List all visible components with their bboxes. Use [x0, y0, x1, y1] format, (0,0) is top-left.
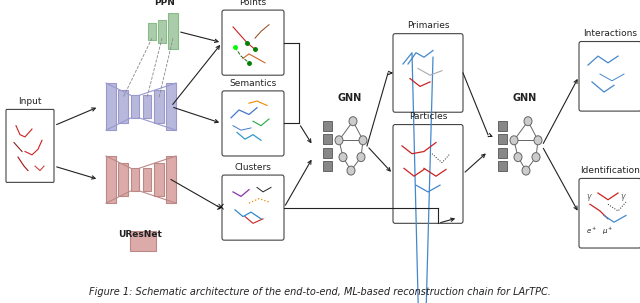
Bar — [323, 161, 332, 171]
FancyBboxPatch shape — [222, 175, 284, 240]
Bar — [143, 168, 151, 191]
Bar — [130, 231, 156, 251]
FancyBboxPatch shape — [579, 178, 640, 248]
Bar — [118, 90, 128, 123]
Text: $\times$: $\times$ — [216, 202, 225, 213]
Bar — [497, 161, 506, 171]
Bar — [323, 121, 332, 131]
Text: Interactions: Interactions — [583, 29, 637, 38]
Bar — [158, 20, 166, 43]
FancyBboxPatch shape — [579, 42, 640, 111]
Text: Semantics: Semantics — [229, 78, 276, 88]
Circle shape — [534, 136, 542, 145]
Text: Identification: Identification — [580, 166, 640, 175]
Bar — [131, 168, 139, 191]
Circle shape — [532, 153, 540, 161]
Circle shape — [510, 136, 518, 145]
Bar — [166, 83, 176, 130]
Text: $\gamma$: $\gamma$ — [586, 192, 593, 203]
Circle shape — [339, 153, 347, 161]
FancyBboxPatch shape — [6, 109, 54, 182]
Circle shape — [514, 153, 522, 161]
FancyBboxPatch shape — [222, 91, 284, 156]
Bar — [131, 95, 139, 118]
Bar — [323, 148, 332, 158]
Text: UResNet: UResNet — [118, 230, 162, 239]
Bar — [168, 13, 178, 49]
Bar — [148, 23, 156, 40]
Bar — [106, 156, 116, 203]
FancyBboxPatch shape — [222, 10, 284, 75]
Circle shape — [524, 117, 532, 126]
Text: Figure 1: Schematic architecture of the end-to-end, ML-based reconstruction chai: Figure 1: Schematic architecture of the … — [89, 287, 551, 297]
FancyBboxPatch shape — [393, 125, 463, 223]
Text: $\mu^+$: $\mu^+$ — [602, 225, 614, 237]
Text: GNN: GNN — [338, 93, 362, 103]
Text: PPN: PPN — [155, 0, 175, 7]
Bar — [106, 83, 116, 130]
Bar — [497, 134, 506, 144]
Text: GNN: GNN — [513, 93, 537, 103]
Bar — [497, 148, 506, 158]
Bar — [323, 134, 332, 144]
Circle shape — [522, 166, 530, 175]
Bar — [143, 95, 151, 118]
Bar — [154, 163, 164, 196]
Circle shape — [347, 166, 355, 175]
Bar — [118, 163, 128, 196]
Text: Points: Points — [239, 0, 267, 7]
Bar — [154, 90, 164, 123]
Text: $\gamma$: $\gamma$ — [620, 192, 627, 203]
Circle shape — [359, 136, 367, 145]
Text: Clusters: Clusters — [235, 163, 271, 172]
Circle shape — [357, 153, 365, 161]
Bar — [497, 121, 506, 131]
Circle shape — [335, 136, 343, 145]
Circle shape — [349, 117, 357, 126]
Text: $e^+$: $e^+$ — [586, 226, 597, 236]
FancyBboxPatch shape — [393, 34, 463, 112]
Text: Input: Input — [19, 97, 42, 106]
Text: Particles: Particles — [409, 112, 447, 121]
Text: Primaries: Primaries — [407, 21, 449, 30]
Bar — [166, 156, 176, 203]
